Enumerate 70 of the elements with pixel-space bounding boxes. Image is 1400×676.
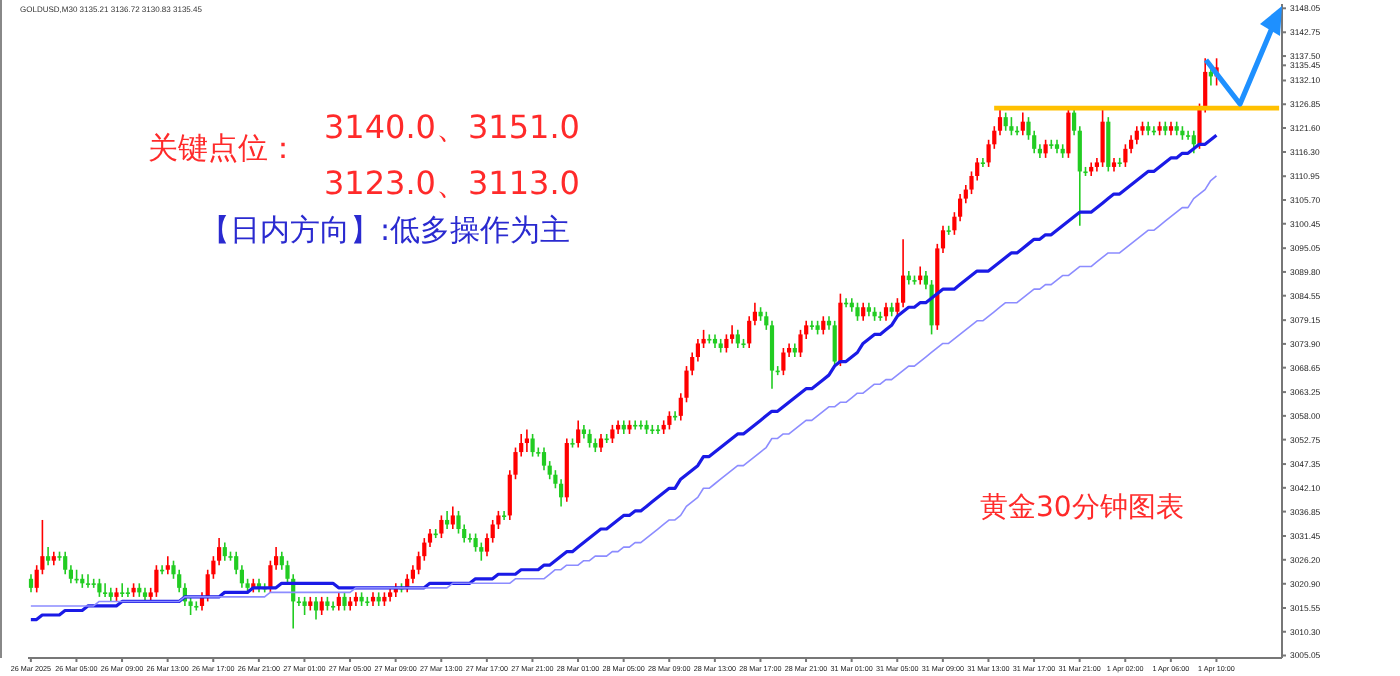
candlestick [769, 320, 775, 390]
candlestick [1123, 143, 1128, 168]
candlestick [724, 333, 729, 354]
candlestick [541, 446, 547, 471]
candlestick [222, 541, 227, 562]
candlestick [1100, 107, 1105, 168]
candlestick [798, 329, 803, 358]
candlestick [559, 478, 564, 508]
candlestick [1066, 107, 1071, 159]
candlestick [638, 419, 643, 431]
candlestick [946, 224, 951, 236]
candlestick [530, 433, 535, 458]
candlestick [1043, 138, 1048, 159]
annotation: 黄金30分钟图表 [980, 492, 1184, 525]
candlestick [781, 347, 786, 376]
candlestick [1117, 157, 1122, 168]
candlestick [342, 591, 347, 612]
candlestick [1191, 129, 1196, 155]
candlestick [473, 532, 478, 553]
candlestick [1009, 116, 1014, 137]
candlestick [610, 424, 615, 444]
candlestick [85, 573, 91, 589]
candlestick [655, 424, 661, 435]
candlestick [439, 514, 444, 539]
candlestick [336, 591, 341, 612]
candlestick [125, 587, 130, 598]
candlestick [855, 301, 860, 322]
annotation: 3140.0、3151.0 [324, 108, 580, 146]
candlestick [1003, 111, 1008, 132]
candlestick [633, 419, 638, 431]
candlestick [576, 419, 581, 449]
candlestick [302, 596, 307, 616]
candlestick [313, 596, 319, 621]
candlestick [479, 541, 484, 562]
candlestick [319, 596, 324, 616]
candlestick [735, 329, 740, 349]
candlestick [1106, 116, 1111, 173]
annotation: 【日内方向】:低多操作为主 [200, 212, 571, 248]
candlestick [861, 301, 866, 322]
candlestick [97, 578, 102, 598]
candlestick [450, 505, 455, 530]
candlestick [331, 600, 336, 612]
candlestick [901, 238, 906, 309]
candlestick [1134, 125, 1139, 146]
candlestick [832, 320, 837, 367]
candlestick [883, 301, 889, 322]
candlestick [587, 428, 592, 449]
candlestick [28, 573, 34, 594]
candlestick [63, 550, 68, 576]
candlestick [103, 582, 108, 598]
candlestick [809, 320, 814, 331]
candlestick [91, 578, 96, 589]
candlestick [46, 546, 51, 567]
candlestick [1186, 129, 1191, 141]
candlestick [667, 410, 672, 431]
candlestick [1020, 111, 1025, 137]
candlestick [120, 582, 125, 598]
candlestick [165, 555, 170, 576]
candlestick [154, 564, 159, 598]
candlestick [980, 157, 985, 168]
annotation: 关键点位： [148, 130, 298, 166]
candlestick [598, 433, 604, 453]
candlestick [604, 433, 609, 444]
candlestick [524, 428, 529, 453]
annotation: 3123.0、3113.0 [324, 164, 580, 202]
candlestick [467, 532, 472, 544]
candlestick [456, 510, 461, 535]
candlestick [821, 315, 826, 336]
candlestick [730, 324, 735, 345]
candlestick [502, 510, 507, 521]
